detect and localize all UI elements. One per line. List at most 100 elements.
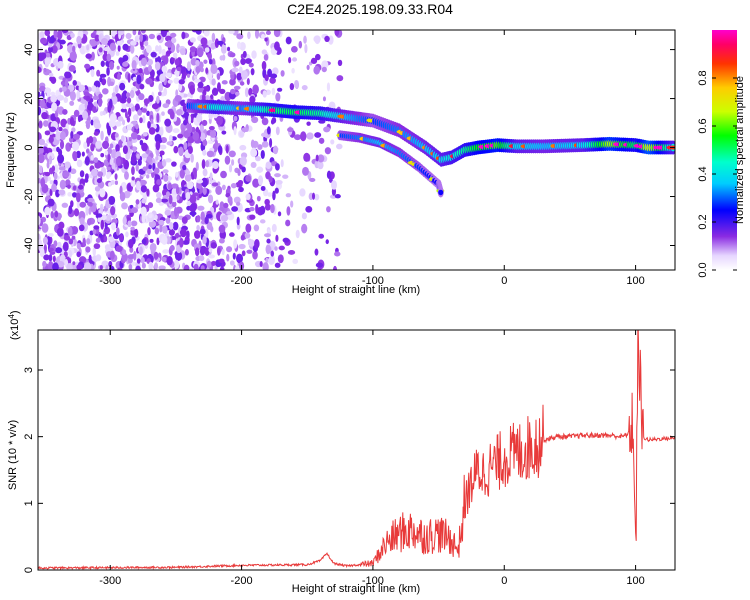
noise-speck bbox=[93, 157, 99, 163]
noise-speck bbox=[121, 202, 128, 210]
noise-speck bbox=[59, 131, 66, 141]
noise-speck bbox=[136, 153, 140, 159]
y-tick-label: 0 bbox=[23, 567, 35, 573]
noise-speck bbox=[88, 136, 94, 144]
noise-speck bbox=[58, 126, 63, 132]
noise-speck bbox=[161, 256, 167, 262]
noise-speck bbox=[254, 30, 260, 39]
noise-speck bbox=[280, 70, 285, 77]
noise-speck bbox=[202, 168, 208, 177]
noise-speck bbox=[79, 170, 85, 178]
noise-speck bbox=[275, 179, 283, 185]
noise-speck bbox=[166, 141, 173, 146]
noise-speck bbox=[193, 78, 201, 83]
noise-speck bbox=[90, 142, 95, 152]
noise-speck bbox=[232, 252, 236, 260]
noise-speck bbox=[187, 92, 191, 98]
noise-speck bbox=[39, 247, 45, 258]
noise-speck bbox=[204, 47, 210, 53]
noise-speck bbox=[133, 114, 139, 121]
noise-speck bbox=[78, 84, 86, 92]
noise-speck bbox=[261, 141, 269, 148]
noise-speck bbox=[223, 202, 229, 209]
noise-speck bbox=[251, 116, 259, 124]
noise-speck bbox=[170, 194, 178, 203]
noise-speck bbox=[202, 149, 207, 156]
noise-speck bbox=[57, 60, 64, 69]
noise-speck bbox=[225, 144, 229, 154]
noise-speck bbox=[173, 206, 178, 217]
noise-speck bbox=[59, 139, 65, 150]
noise-speck bbox=[99, 111, 104, 117]
noise-speck bbox=[174, 94, 182, 102]
noise-speck bbox=[49, 180, 54, 185]
noise-speck bbox=[234, 60, 240, 67]
noise-speck bbox=[196, 113, 203, 123]
noise-speck bbox=[72, 151, 78, 161]
noise-speck bbox=[180, 228, 187, 238]
noise-speck bbox=[154, 227, 160, 235]
noise-speck bbox=[106, 166, 111, 171]
noise-speck bbox=[178, 146, 184, 157]
noise-speck bbox=[218, 224, 226, 234]
noise-speck bbox=[151, 103, 160, 110]
colorbar-label: Normalized spectral amplitude bbox=[734, 76, 746, 224]
snr-frame bbox=[37, 329, 676, 571]
noise-speck bbox=[109, 143, 114, 149]
x-tick-label: 0 bbox=[501, 275, 507, 287]
noise-speck bbox=[130, 131, 138, 140]
noise-speck bbox=[185, 169, 191, 175]
noise-speck bbox=[58, 221, 65, 230]
noise-speck bbox=[155, 45, 159, 52]
noise-speck bbox=[135, 199, 140, 205]
noise-speck bbox=[163, 174, 169, 182]
y-tick-label: 2 bbox=[23, 434, 35, 440]
noise-speck bbox=[330, 139, 335, 145]
noise-speck bbox=[274, 246, 278, 251]
noise-speck bbox=[226, 253, 230, 262]
noise-speck bbox=[49, 35, 55, 44]
noise-speck bbox=[117, 116, 124, 122]
noise-speck bbox=[140, 257, 145, 264]
noise-speck bbox=[196, 224, 200, 231]
noise-speck bbox=[265, 161, 272, 169]
noise-speck bbox=[108, 81, 115, 87]
noise-speck bbox=[139, 179, 147, 186]
noise-speck bbox=[48, 155, 53, 165]
noise-speck bbox=[215, 199, 219, 205]
noise-speck bbox=[221, 130, 227, 135]
noise-speck bbox=[165, 35, 172, 42]
noise-speck bbox=[332, 265, 338, 270]
noise-speck bbox=[158, 82, 164, 92]
noise-speck bbox=[244, 232, 251, 239]
noise-speck bbox=[93, 131, 99, 136]
noise-speck bbox=[249, 206, 255, 212]
noise-speck bbox=[184, 111, 190, 121]
noise-speck bbox=[38, 85, 46, 93]
noise-speck bbox=[83, 91, 90, 96]
noise-speck bbox=[146, 156, 153, 164]
noise-speck bbox=[155, 148, 160, 158]
noise-speck bbox=[171, 37, 177, 44]
noise-speck bbox=[75, 192, 81, 203]
noise-speck bbox=[310, 57, 318, 64]
noise-speck bbox=[144, 40, 149, 47]
noise-speck bbox=[135, 265, 141, 270]
noise-speck bbox=[46, 89, 51, 98]
noise-speck bbox=[187, 145, 193, 154]
y-tick-label: 0 bbox=[23, 144, 35, 150]
noise-speck bbox=[236, 201, 241, 206]
noise-speck bbox=[108, 195, 116, 205]
noise-speck bbox=[201, 177, 208, 188]
noise-speck bbox=[78, 224, 85, 232]
noise-speck bbox=[96, 69, 101, 77]
noise-speck bbox=[231, 159, 235, 166]
noise-speck bbox=[226, 246, 233, 253]
noise-speck bbox=[64, 161, 71, 169]
noise-speck bbox=[205, 160, 210, 168]
noise-speck bbox=[48, 254, 53, 262]
noise-speck bbox=[76, 251, 81, 258]
noise-speck bbox=[173, 77, 180, 84]
noise-speck bbox=[268, 175, 273, 183]
noise-speck bbox=[39, 165, 43, 174]
